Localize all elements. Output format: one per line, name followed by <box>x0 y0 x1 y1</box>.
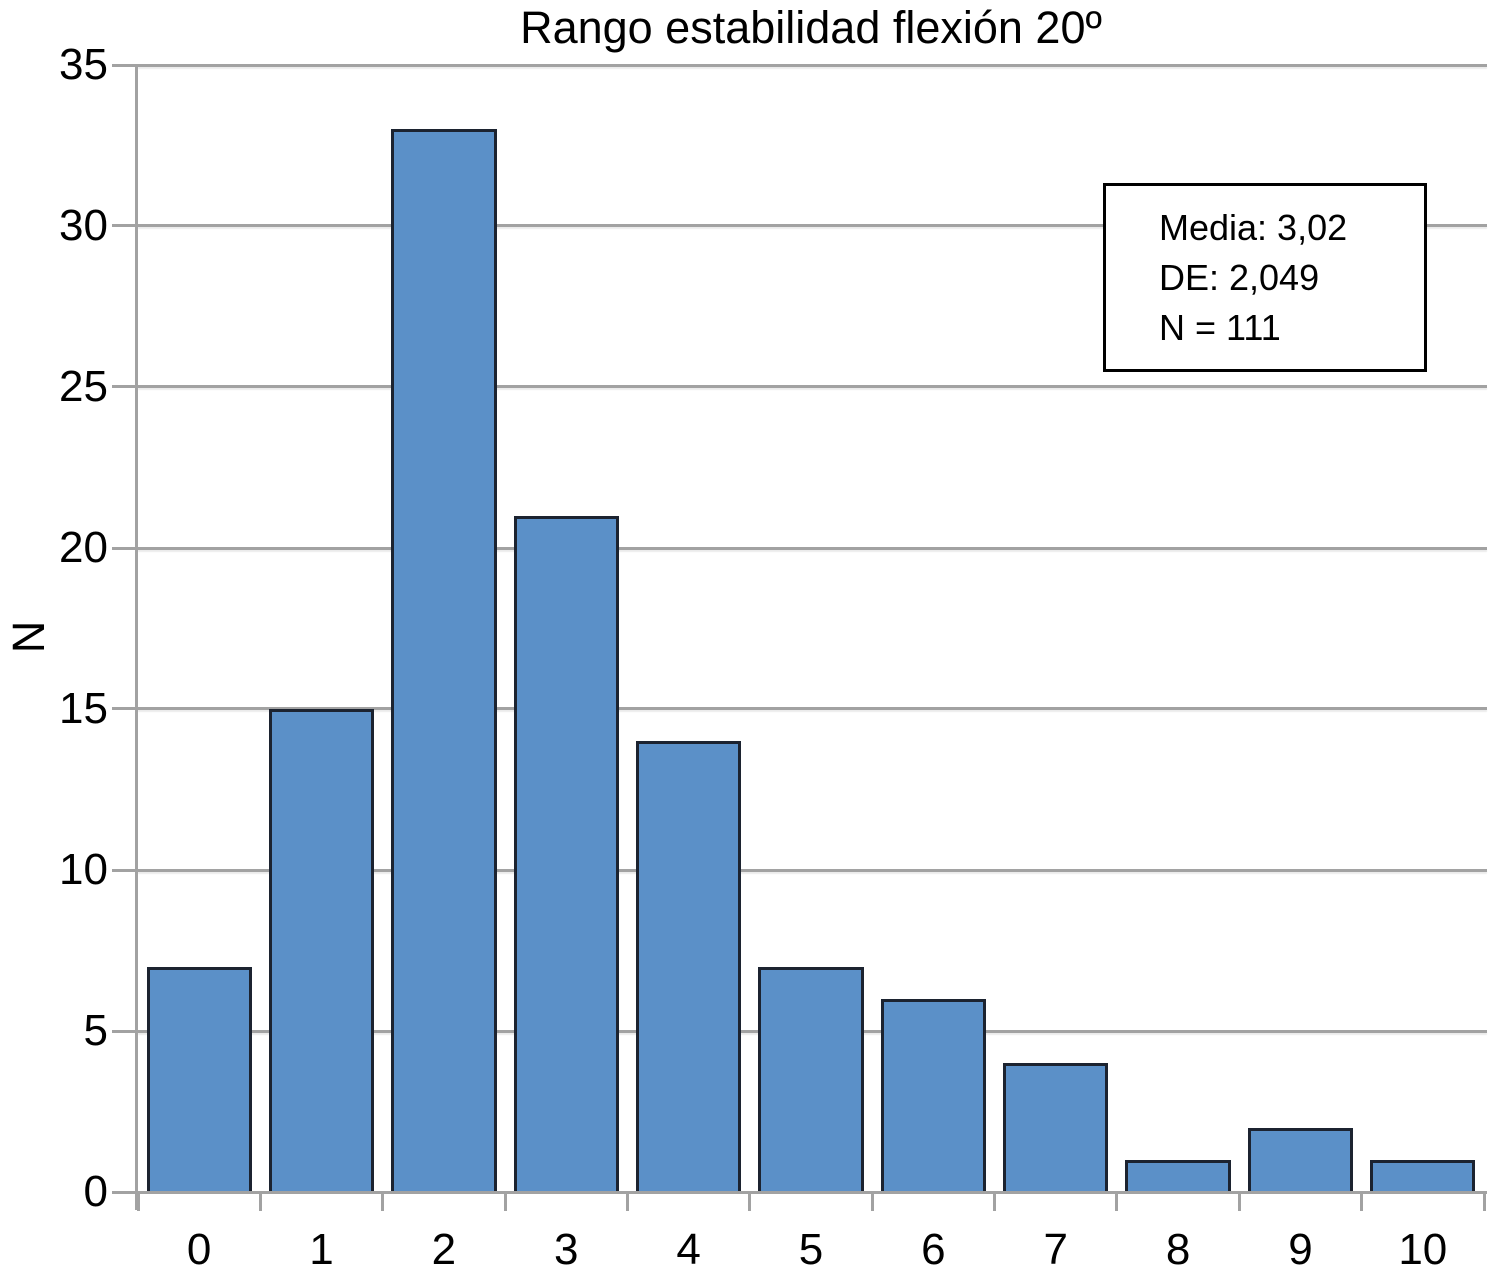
gridline <box>138 868 1487 872</box>
x-tick-label: 10 <box>1398 1225 1448 1270</box>
y-axis-tick <box>112 1190 136 1194</box>
y-tick-label: 15 <box>59 684 108 733</box>
x-axis-tick <box>503 1193 507 1211</box>
y-tick-label: 0 <box>83 1167 108 1216</box>
x-tick-label: 6 <box>921 1225 946 1270</box>
y-tick-label: 25 <box>59 362 108 411</box>
x-axis-line <box>135 1190 1487 1194</box>
bar <box>636 741 742 1192</box>
bar <box>513 515 619 1192</box>
y-axis-line <box>135 64 138 1210</box>
bar <box>758 966 864 1192</box>
bar <box>146 966 252 1192</box>
bar <box>1003 1063 1109 1192</box>
bar <box>268 709 375 1192</box>
x-axis-tick <box>258 1193 262 1211</box>
x-tick-label: 2 <box>431 1225 457 1270</box>
x-axis-tick <box>993 1193 997 1211</box>
x-axis-tick <box>625 1193 629 1211</box>
x-tick-label: 8 <box>1165 1225 1191 1270</box>
bar <box>1370 1159 1476 1192</box>
bar <box>1125 1159 1231 1192</box>
x-axis-tick <box>1360 1193 1364 1211</box>
y-axis-tick <box>112 63 136 67</box>
gridline <box>138 546 1487 550</box>
y-axis-tick <box>112 224 136 228</box>
bar <box>880 998 986 1192</box>
x-axis-tick <box>381 1193 385 1211</box>
stats-line-de: DE: 2,049 <box>1159 257 1320 298</box>
y-tick-label: 10 <box>59 845 108 894</box>
gridline <box>138 224 1487 228</box>
gridline <box>138 707 1487 711</box>
stats-line-n: N = 111 <box>1159 307 1281 348</box>
stats-box: Media: 3,02 DE: 2,049 N = 111 <box>1103 183 1427 372</box>
x-tick-label: 9 <box>1288 1225 1313 1270</box>
gridline <box>138 385 1487 389</box>
x-axis-tick <box>870 1193 874 1211</box>
x-tick-label: 7 <box>1043 1225 1068 1270</box>
y-axis-tick <box>112 1029 136 1033</box>
x-tick-label: 3 <box>554 1225 579 1270</box>
y-axis-tick <box>112 707 136 711</box>
x-axis-tick <box>136 1193 140 1211</box>
y-tick-label: 35 <box>59 40 108 89</box>
plot-area: 0 5 10 15 20 25 30 35 0 1 2 3 4 5 6 7 8 9 10 <box>59 43 1487 1270</box>
chart-title: Rango estabilidad flexión 20º <box>520 2 1102 53</box>
x-axis-tick <box>1115 1193 1119 1211</box>
y-axis-tick <box>112 546 136 550</box>
y-axis-title: N <box>3 620 54 654</box>
y-tick-label: 30 <box>59 201 108 250</box>
y-axis-tick <box>112 385 136 389</box>
bar <box>1247 1127 1354 1192</box>
x-axis-tick <box>1237 1193 1241 1211</box>
x-tick-label: 5 <box>798 1225 824 1270</box>
stats-line-media: Media: 3,02 <box>1159 207 1348 248</box>
bar <box>391 129 497 1192</box>
y-tick-label: 20 <box>59 523 108 572</box>
y-axis-tick <box>112 868 136 872</box>
x-tick-label: 0 <box>186 1225 212 1270</box>
x-tick-label: 1 <box>309 1225 334 1270</box>
x-axis-tick <box>1482 1193 1486 1211</box>
gridline <box>138 63 1487 67</box>
x-axis-tick <box>748 1193 752 1211</box>
x-tick-label: 4 <box>676 1225 701 1270</box>
y-tick-label: 5 <box>83 1006 108 1055</box>
